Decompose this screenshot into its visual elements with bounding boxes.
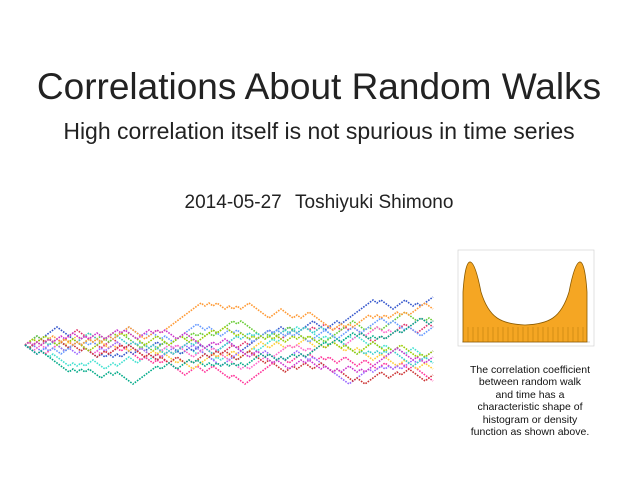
title: Correlations About Random Walks [36, 66, 602, 107]
random-walks [24, 296, 434, 385]
histogram-area [462, 261, 588, 343]
walk-line [24, 329, 434, 373]
caption-line: histogram or density [482, 413, 578, 426]
caption-line: between random walk [478, 376, 582, 389]
caption-line: and time has a [495, 388, 565, 401]
walk-line [24, 317, 434, 385]
walk-line [24, 338, 434, 385]
walk-line [24, 302, 434, 346]
walk-line [24, 326, 434, 358]
date: 2014-05-27 [184, 192, 282, 213]
walk-line [24, 311, 434, 352]
caption: The correlation coefficient between rando… [452, 364, 608, 438]
histogram [457, 249, 595, 347]
subtitle: High correlation itself is not spurious … [63, 118, 575, 144]
histogram-bins [467, 327, 584, 342]
caption-line: The correlation coefficient [469, 364, 591, 376]
author: Toshiyuki Shimono [295, 192, 454, 213]
byline: 2014-05-27 Toshiyuki Shimono [0, 192, 638, 214]
walk-line [24, 332, 434, 370]
caption-line: characteristic shape of [477, 401, 583, 414]
caption-line: function as shown above. [470, 426, 590, 439]
